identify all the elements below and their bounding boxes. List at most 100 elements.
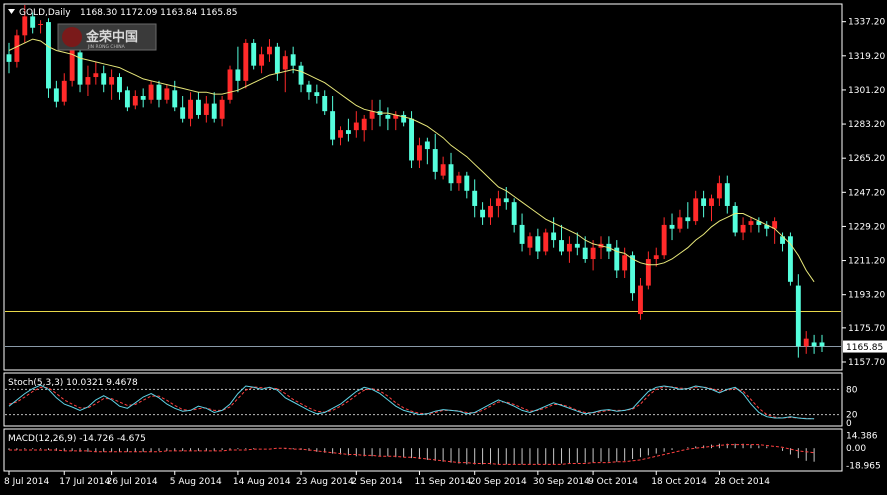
candle[interactable] xyxy=(480,202,486,225)
candle[interactable] xyxy=(519,213,525,252)
candle[interactable] xyxy=(14,29,20,68)
candle[interactable] xyxy=(385,107,391,131)
candle[interactable] xyxy=(101,65,107,93)
candle[interactable] xyxy=(77,42,83,93)
candle[interactable] xyxy=(448,152,454,191)
candle[interactable] xyxy=(345,118,351,142)
candle[interactable] xyxy=(511,198,517,233)
candle[interactable] xyxy=(685,202,691,229)
candle[interactable] xyxy=(638,278,643,320)
candle[interactable] xyxy=(53,80,59,108)
candle[interactable] xyxy=(132,90,138,110)
candle[interactable] xyxy=(361,114,367,142)
candle[interactable] xyxy=(227,65,233,104)
candle[interactable] xyxy=(787,232,793,286)
candle[interactable] xyxy=(93,61,99,85)
candle[interactable] xyxy=(803,331,809,354)
candle[interactable] xyxy=(551,217,557,248)
candle[interactable] xyxy=(432,133,438,180)
candle[interactable] xyxy=(464,171,470,199)
candle[interactable] xyxy=(156,80,162,108)
candle[interactable] xyxy=(582,236,588,263)
candle[interactable] xyxy=(6,42,12,74)
candle[interactable] xyxy=(811,334,817,354)
candle[interactable] xyxy=(456,171,462,191)
candle[interactable] xyxy=(716,175,722,206)
candle[interactable] xyxy=(535,228,541,260)
candle[interactable] xyxy=(46,18,51,98)
candle[interactable] xyxy=(645,251,651,290)
candle[interactable] xyxy=(566,236,572,263)
dropdown-triangle-icon[interactable] xyxy=(8,9,15,14)
candle[interactable] xyxy=(701,190,707,218)
candle[interactable] xyxy=(274,42,280,81)
candle[interactable] xyxy=(369,99,375,131)
candle[interactable] xyxy=(693,190,699,225)
candle[interactable] xyxy=(409,111,415,169)
candle[interactable] xyxy=(795,274,801,358)
candle[interactable] xyxy=(30,12,36,34)
candle[interactable] xyxy=(251,39,257,70)
candle[interactable] xyxy=(653,247,659,267)
candle[interactable] xyxy=(401,111,407,127)
candle[interactable] xyxy=(630,251,636,301)
candle[interactable] xyxy=(440,156,446,180)
candle[interactable] xyxy=(424,137,430,165)
candle[interactable] xyxy=(488,198,493,225)
candle[interactable] xyxy=(314,84,320,104)
candle[interactable] xyxy=(677,209,683,233)
candle[interactable] xyxy=(22,5,28,43)
candle[interactable] xyxy=(740,217,746,241)
candle[interactable] xyxy=(495,190,501,218)
candle[interactable] xyxy=(180,96,186,123)
macd-panel[interactable] xyxy=(8,443,815,465)
price-panel[interactable] xyxy=(5,5,841,358)
candle[interactable] xyxy=(614,240,620,278)
candle[interactable] xyxy=(732,202,738,237)
candle[interactable] xyxy=(61,73,67,106)
candle[interactable] xyxy=(772,217,778,244)
candle[interactable] xyxy=(543,228,549,256)
candle[interactable] xyxy=(764,221,770,237)
candle[interactable] xyxy=(306,80,312,100)
candle[interactable] xyxy=(203,96,209,123)
candle[interactable] xyxy=(235,46,241,93)
candle[interactable] xyxy=(819,334,825,352)
stoch-panel[interactable] xyxy=(5,384,841,420)
candle[interactable] xyxy=(109,69,115,100)
candle[interactable] xyxy=(724,175,730,214)
candle[interactable] xyxy=(559,224,564,256)
candle[interactable] xyxy=(622,247,628,278)
candle[interactable] xyxy=(393,111,399,131)
candle[interactable] xyxy=(124,86,130,112)
candle[interactable] xyxy=(290,46,296,74)
candle[interactable] xyxy=(669,213,675,241)
candle[interactable] xyxy=(243,39,249,89)
candle[interactable] xyxy=(661,217,667,260)
candle[interactable] xyxy=(188,92,193,127)
candle[interactable] xyxy=(748,217,754,233)
candle[interactable] xyxy=(140,88,146,108)
candle[interactable] xyxy=(590,240,596,271)
candle[interactable] xyxy=(353,111,359,138)
candle[interactable] xyxy=(164,84,170,104)
candle[interactable] xyxy=(172,80,178,112)
candle[interactable] xyxy=(756,217,762,233)
candle[interactable] xyxy=(85,65,91,96)
candle[interactable] xyxy=(267,39,272,62)
candle[interactable] xyxy=(527,232,533,256)
candle[interactable] xyxy=(38,20,44,34)
candle[interactable] xyxy=(148,80,154,104)
candle[interactable] xyxy=(298,61,304,93)
candle[interactable] xyxy=(259,46,265,74)
candle[interactable] xyxy=(574,232,580,256)
candle[interactable] xyxy=(598,236,604,260)
candle[interactable] xyxy=(117,73,122,100)
candle[interactable] xyxy=(195,92,201,119)
candle[interactable] xyxy=(211,92,217,123)
candle[interactable] xyxy=(330,96,336,146)
candle[interactable] xyxy=(472,179,478,218)
candle[interactable] xyxy=(322,90,328,115)
